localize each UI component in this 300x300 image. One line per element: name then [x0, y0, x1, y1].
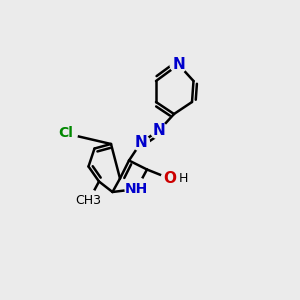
Circle shape	[133, 134, 149, 151]
Circle shape	[176, 172, 190, 185]
Text: O: O	[163, 171, 176, 186]
Circle shape	[170, 56, 187, 73]
Text: N: N	[135, 135, 147, 150]
Circle shape	[77, 190, 100, 212]
Text: N: N	[153, 123, 165, 138]
Circle shape	[55, 122, 77, 145]
Text: Cl: Cl	[58, 127, 74, 140]
Circle shape	[151, 122, 167, 139]
Text: NH: NH	[125, 182, 148, 196]
Text: CH3: CH3	[76, 194, 101, 208]
Text: H: H	[178, 172, 188, 185]
Circle shape	[125, 178, 148, 200]
Circle shape	[161, 170, 178, 187]
Text: N: N	[172, 57, 185, 72]
